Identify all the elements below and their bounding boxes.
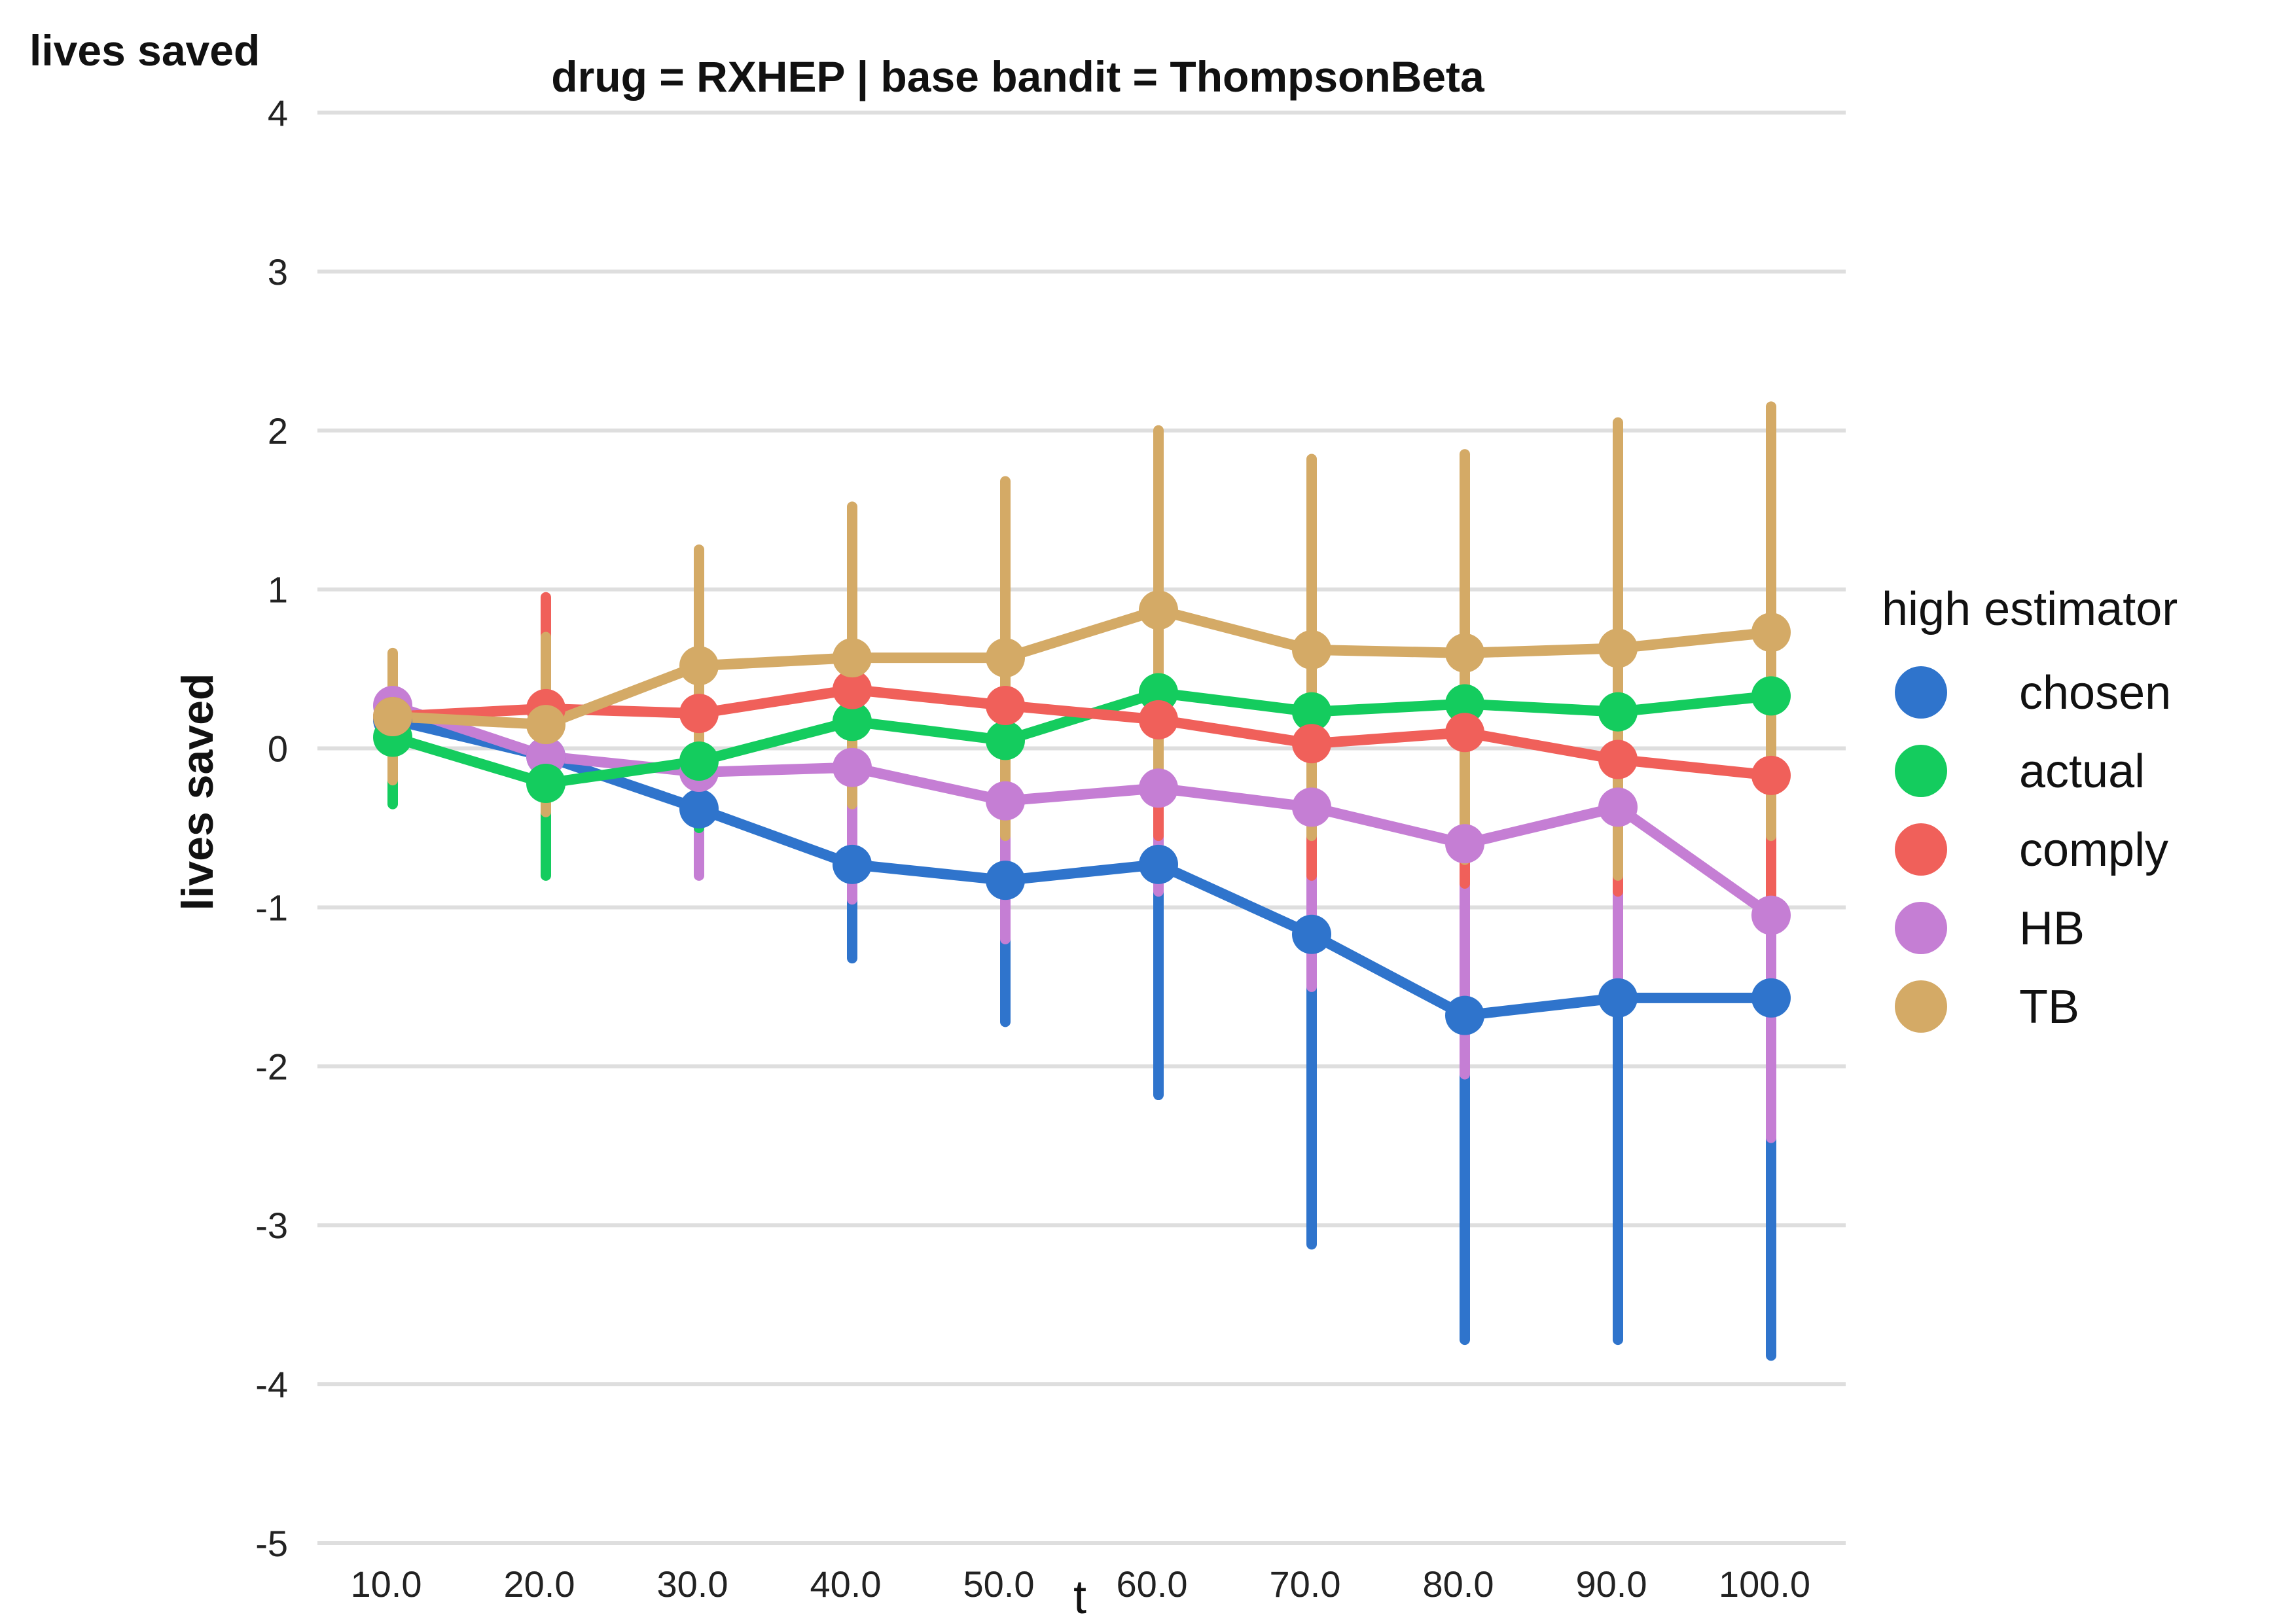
x-tick-label: 100.0 (1719, 1563, 1810, 1605)
series-line-TB (387, 605, 1776, 730)
legend-swatch-actual (1895, 745, 1947, 797)
legend-swatch-TB (1895, 980, 1947, 1033)
x-tick-label: 70.0 (1270, 1563, 1341, 1605)
data-point-chosen (833, 844, 872, 884)
data-point-HB (526, 736, 565, 776)
data-point-HB (1292, 787, 1331, 827)
data-point-actual (1751, 676, 1791, 716)
data-point-actual (1598, 692, 1638, 732)
data-point-HB (1598, 787, 1638, 827)
data-point-TB (373, 696, 412, 736)
x-tick-label: 10.0 (351, 1563, 422, 1605)
error-bars (387, 401, 1776, 1361)
y-tick-label: 4 (268, 92, 288, 134)
data-point-actual (526, 763, 565, 803)
x-tick-label: 90.0 (1576, 1563, 1647, 1605)
legend-swatch-HB (1895, 902, 1947, 954)
data-point-actual (1139, 673, 1178, 713)
x-tick-labels: 10.0 20.0 30.0 40.0 50.0 60.0 70.0 80.0 90.0 100.… (351, 1563, 1811, 1605)
x-axis-label: t (1073, 1571, 1086, 1623)
corner-label: lives saved (29, 26, 260, 75)
data-point-comply (833, 669, 872, 709)
data-point-chosen (1751, 978, 1791, 1018)
data-point-actual (1445, 684, 1484, 724)
data-point-chosen (679, 789, 719, 829)
legend: high estimator chosen actual comply HB TB (1882, 583, 2178, 1033)
data-point-comply (679, 694, 719, 734)
data-point-actual (679, 741, 719, 781)
data-point-chosen (1445, 995, 1484, 1035)
legend-label-TB: TB (2019, 981, 2079, 1033)
series-lines (387, 605, 1776, 1021)
data-point-chosen (1292, 914, 1331, 954)
legend-swatch-comply (1895, 823, 1947, 876)
data-point-chosen (986, 861, 1025, 901)
x-tick-label: 30.0 (657, 1563, 728, 1605)
x-tick-label: 40.0 (810, 1563, 882, 1605)
legend-label-chosen: chosen (2019, 667, 2171, 719)
data-point-comply (1139, 700, 1178, 740)
y-tick-label: -2 (255, 1046, 288, 1087)
series-line-chosen (387, 714, 1776, 1021)
grid-lines (317, 111, 1846, 1545)
legend-label-comply: comply (2019, 824, 2168, 876)
legend-label-actual: actual (2019, 745, 2145, 798)
data-point-HB (1751, 895, 1791, 935)
data-point-comply (1598, 740, 1638, 779)
y-tick-label: -5 (255, 1523, 288, 1564)
data-point-actual (986, 721, 1025, 760)
series-points (373, 590, 1791, 1035)
y-tick-label: -1 (255, 887, 288, 928)
data-point-TB (1445, 633, 1484, 673)
data-point-TB (526, 705, 565, 745)
x-tick-label: 20.0 (504, 1563, 575, 1605)
y-tick-label: -4 (255, 1364, 288, 1405)
data-point-TB (1292, 630, 1331, 669)
data-point-comply (1445, 713, 1484, 753)
legend-title: high estimator (1882, 583, 2178, 635)
data-point-chosen (1598, 978, 1638, 1018)
data-point-TB (679, 646, 719, 686)
y-tick-label: -3 (255, 1205, 288, 1246)
y-tick-label: 0 (268, 728, 288, 770)
data-point-actual (1292, 692, 1331, 732)
data-point-actual (833, 702, 872, 741)
y-axis-label: lives saved (173, 673, 223, 911)
data-point-HB (986, 781, 1025, 821)
x-tick-label: 60.0 (1117, 1563, 1188, 1605)
data-point-TB (1598, 628, 1638, 668)
data-point-HB (833, 747, 872, 787)
y-tick-label: 2 (268, 410, 288, 452)
data-point-comply (986, 685, 1025, 725)
series-line-HB (387, 700, 1776, 921)
data-point-chosen (1139, 844, 1178, 884)
data-point-TB (1751, 613, 1791, 652)
x-tick-label: 50.0 (963, 1563, 1035, 1605)
data-point-comply (1751, 755, 1791, 795)
data-point-comply (1292, 724, 1331, 764)
data-point-TB (986, 638, 1025, 678)
legend-swatch-chosen (1895, 666, 1947, 719)
chart-title: drug = RXHEP | base bandit = ThompsonBet… (551, 52, 1485, 102)
y-tick-label: 1 (268, 569, 288, 611)
data-point-HB (1139, 768, 1178, 808)
series-line-comply (387, 684, 1776, 781)
x-tick-label: 80.0 (1423, 1563, 1494, 1605)
y-tick-label: 3 (268, 251, 288, 293)
data-point-HB (1445, 824, 1484, 864)
y-tick-labels: 4 3 2 1 0 -1 -2 -3 -4 -5 (255, 92, 288, 1564)
data-point-TB (1139, 590, 1178, 630)
legend-items: chosen actual comply HB TB (1895, 666, 2171, 1033)
legend-label-HB: HB (2019, 902, 2085, 955)
data-point-TB (833, 638, 872, 678)
